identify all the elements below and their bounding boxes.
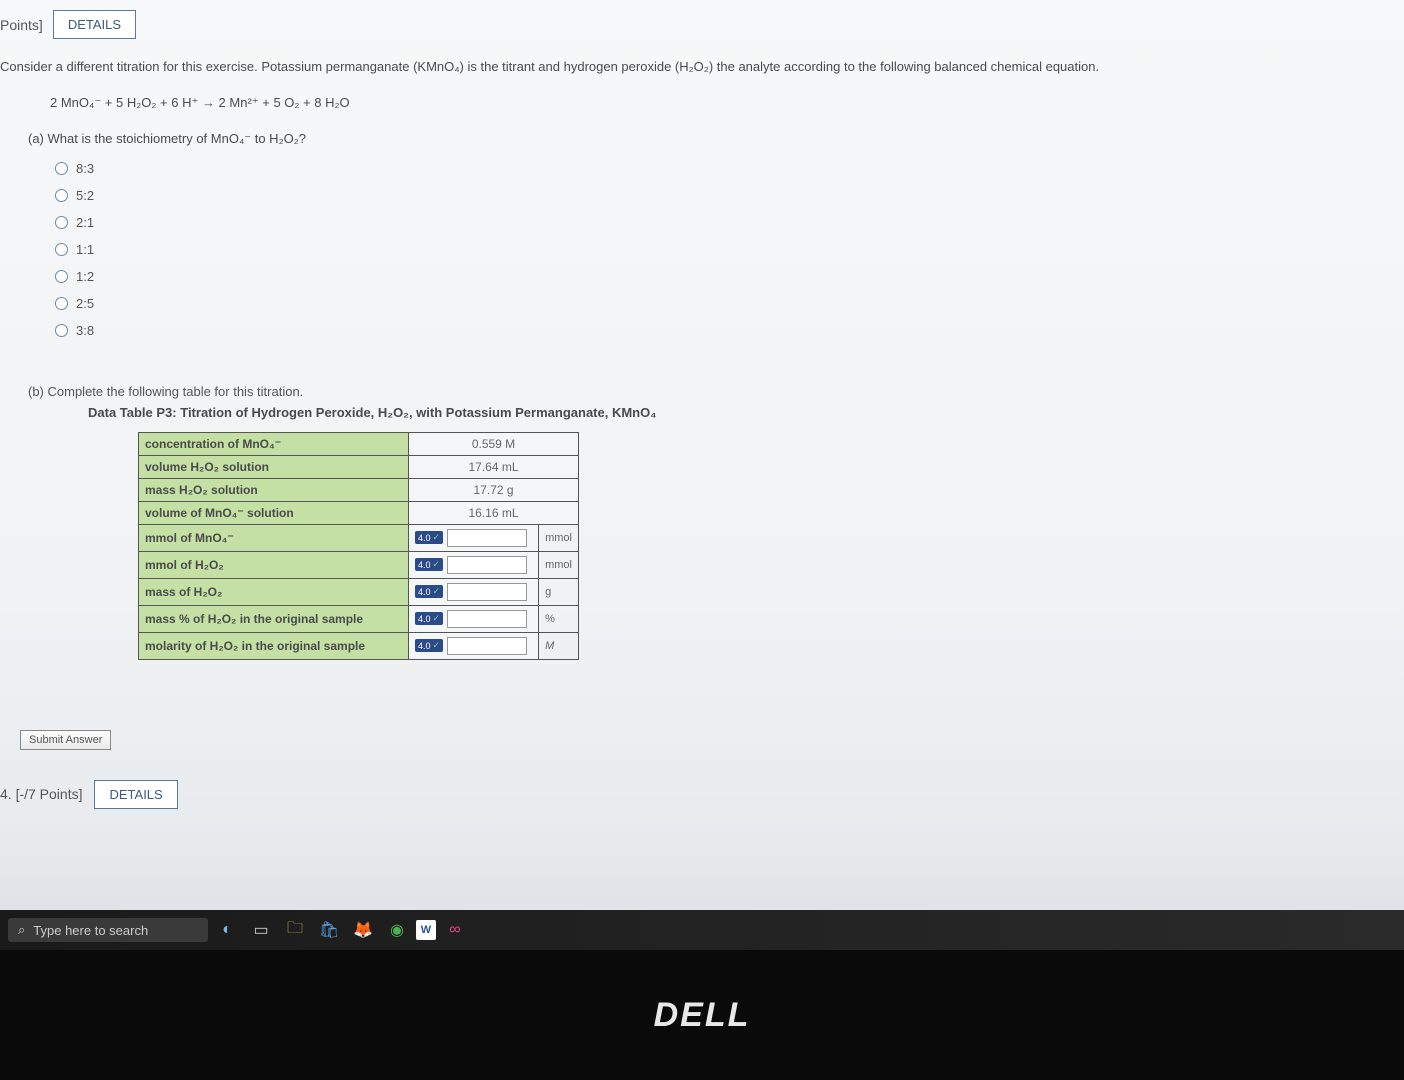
word-icon[interactable]: W bbox=[416, 920, 436, 940]
details-button[interactable]: DETAILS bbox=[94, 780, 177, 809]
option-label: 1:1 bbox=[76, 242, 94, 257]
option-0[interactable]: 8:3 bbox=[55, 155, 1404, 182]
app-icon[interactable]: ∞ bbox=[440, 915, 470, 945]
score-badge: 4.0 bbox=[415, 612, 443, 625]
page-content: Points] DETAILS Consider a different tit… bbox=[0, 0, 1404, 829]
chemical-equation: 2 MnO₄⁻ + 5 H₂O₂ + 6 H⁺ → 2 Mn²⁺ + 5 O₂ … bbox=[0, 87, 1404, 125]
table-row: mass H₂O₂ solution 17.72 g bbox=[139, 478, 579, 501]
unit-label: mmol bbox=[539, 524, 579, 551]
part-a-label: (a) What is the stoichiometry of MnO₄⁻ t… bbox=[0, 125, 1404, 155]
details-button[interactable]: DETAILS bbox=[53, 10, 136, 39]
input-cell: 4.0 bbox=[409, 578, 539, 605]
option-label: 8:3 bbox=[76, 161, 94, 176]
data-table: concentration of MnO₄⁻ 0.559 M volume H₂… bbox=[138, 432, 579, 660]
store-icon[interactable]: 🛍 bbox=[314, 915, 344, 945]
option-label: 5:2 bbox=[76, 188, 94, 203]
row-label: molarity of H₂O₂ in the original sample bbox=[139, 632, 409, 659]
row-label: mass % of H₂O₂ in the original sample bbox=[139, 605, 409, 632]
task-view-icon[interactable]: ▭ bbox=[246, 915, 276, 945]
radio-icon[interactable] bbox=[55, 162, 68, 175]
points-label: Points] bbox=[0, 17, 43, 33]
table-row: concentration of MnO₄⁻ 0.559 M bbox=[139, 432, 579, 455]
row-label: mmol of H₂O₂ bbox=[139, 551, 409, 578]
row-value: 0.559 M bbox=[409, 432, 579, 455]
unit-label: % bbox=[539, 605, 579, 632]
row-label: mass H₂O₂ solution bbox=[139, 478, 409, 501]
unit-label: g bbox=[539, 578, 579, 605]
option-5[interactable]: 2:5 bbox=[55, 290, 1404, 317]
input-cell: 4.0 bbox=[409, 551, 539, 578]
option-label: 1:2 bbox=[76, 269, 94, 284]
laptop-bezel: DELL bbox=[0, 950, 1404, 1080]
file-explorer-icon[interactable]: 🗀 bbox=[280, 915, 310, 945]
answer-input[interactable] bbox=[447, 583, 527, 601]
search-placeholder: Type here to search bbox=[33, 923, 148, 938]
screen: Points] DETAILS Consider a different tit… bbox=[0, 0, 1404, 1080]
question-header: Points] DETAILS bbox=[0, 10, 1404, 49]
row-value: 17.72 g bbox=[409, 478, 579, 501]
score-badge: 4.0 bbox=[415, 531, 443, 544]
table-title: Data Table P3: Titration of Hydrogen Per… bbox=[28, 399, 1404, 432]
option-3[interactable]: 1:1 bbox=[55, 236, 1404, 263]
row-value: 16.16 mL bbox=[409, 501, 579, 524]
next-points-label: 4. [-/7 Points] bbox=[0, 786, 82, 802]
row-label: mmol of MnO₄⁻ bbox=[139, 524, 409, 551]
taskbar: ⌕ Type here to search ◐ ▭ 🗀 🛍 🦊 ◉ W ∞ bbox=[0, 910, 1404, 950]
table-row: volume of MnO₄⁻ solution 16.16 mL bbox=[139, 501, 579, 524]
row-label: volume H₂O₂ solution bbox=[139, 455, 409, 478]
answer-input[interactable] bbox=[447, 610, 527, 628]
table-row: molarity of H₂O₂ in the original sample … bbox=[139, 632, 579, 659]
score-badge: 4.0 bbox=[415, 585, 443, 598]
option-6[interactable]: 3:8 bbox=[55, 317, 1404, 344]
option-2[interactable]: 2:1 bbox=[55, 209, 1404, 236]
radio-icon[interactable] bbox=[55, 243, 68, 256]
answer-input[interactable] bbox=[447, 556, 527, 574]
radio-icon[interactable] bbox=[55, 324, 68, 337]
radio-icon[interactable] bbox=[55, 297, 68, 310]
radio-icon[interactable] bbox=[55, 189, 68, 202]
table-row: volume H₂O₂ solution 17.64 mL bbox=[139, 455, 579, 478]
input-cell: 4.0 bbox=[409, 605, 539, 632]
question-intro: Consider a different titration for this … bbox=[0, 49, 1404, 87]
row-label: mass of H₂O₂ bbox=[139, 578, 409, 605]
option-4[interactable]: 1:2 bbox=[55, 263, 1404, 290]
chrome-icon[interactable]: ◉ bbox=[382, 915, 412, 945]
radio-icon[interactable] bbox=[55, 270, 68, 283]
score-badge: 4.0 bbox=[415, 639, 443, 652]
table-row: mmol of H₂O₂ 4.0 mmol bbox=[139, 551, 579, 578]
dell-logo: DELL bbox=[654, 996, 751, 1035]
table-row: mass of H₂O₂ 4.0 g bbox=[139, 578, 579, 605]
radio-options: 8:3 5:2 2:1 1:1 1:2 2:5 3:8 bbox=[0, 155, 1404, 344]
part-b: (b) Complete the following table for thi… bbox=[0, 344, 1404, 660]
input-cell: 4.0 bbox=[409, 632, 539, 659]
option-label: 2:5 bbox=[76, 296, 94, 311]
row-label: concentration of MnO₄⁻ bbox=[139, 432, 409, 455]
answer-input[interactable] bbox=[447, 529, 527, 547]
radio-icon[interactable] bbox=[55, 216, 68, 229]
table-row: mass % of H₂O₂ in the original sample 4.… bbox=[139, 605, 579, 632]
table-row: mmol of MnO₄⁻ 4.0 mmol bbox=[139, 524, 579, 551]
unit-label: M bbox=[539, 632, 579, 659]
input-cell: 4.0 bbox=[409, 524, 539, 551]
firefox-icon[interactable]: 🦊 bbox=[348, 915, 378, 945]
submit-answer-button[interactable]: Submit Answer bbox=[20, 730, 111, 750]
option-label: 3:8 bbox=[76, 323, 94, 338]
row-label: volume of MnO₄⁻ solution bbox=[139, 501, 409, 524]
answer-input[interactable] bbox=[447, 637, 527, 655]
option-label: 2:1 bbox=[76, 215, 94, 230]
score-badge: 4.0 bbox=[415, 558, 443, 571]
taskbar-search[interactable]: ⌕ Type here to search bbox=[8, 918, 208, 942]
unit-label: mmol bbox=[539, 551, 579, 578]
next-question-header: 4. [-/7 Points] DETAILS bbox=[0, 750, 1404, 829]
row-value: 17.64 mL bbox=[409, 455, 579, 478]
option-1[interactable]: 5:2 bbox=[55, 182, 1404, 209]
search-icon: ⌕ bbox=[18, 922, 25, 938]
part-b-label: (b) Complete the following table for thi… bbox=[28, 384, 1404, 399]
cortana-icon[interactable]: ◐ bbox=[212, 915, 242, 945]
